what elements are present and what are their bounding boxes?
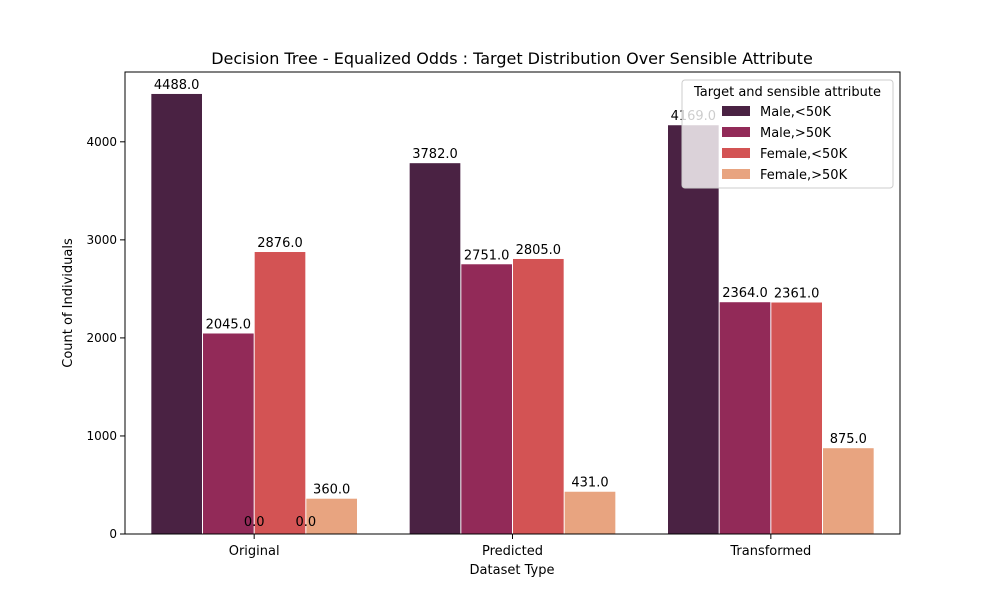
legend-swatch — [722, 127, 750, 137]
bar-value-label: 2751.0 — [464, 248, 510, 263]
bar-value-label: 2045.0 — [206, 317, 252, 332]
bar-value-label: 2364.0 — [722, 286, 768, 301]
bar-value-label: 0.0 — [295, 515, 316, 530]
bar — [151, 93, 202, 534]
legend-label: Male,>50K — [760, 126, 831, 141]
bar-value-label: 875.0 — [830, 432, 867, 447]
y-tick-label: 2000 — [86, 331, 117, 345]
legend-swatch — [722, 169, 750, 179]
bar — [461, 264, 512, 534]
bar — [823, 448, 874, 534]
bar-value-label: 3782.0 — [412, 147, 458, 162]
bar — [513, 258, 564, 534]
bar-value-label: 2876.0 — [257, 236, 303, 251]
y-tick-label: 0 — [109, 527, 117, 541]
y-tick-label: 1000 — [86, 429, 117, 443]
bar — [668, 125, 719, 535]
legend-label: Female,>50K — [760, 168, 848, 183]
x-tick-label: Original — [229, 544, 280, 559]
bar — [564, 491, 616, 534]
y-axis-label: Count of Individuals — [61, 238, 76, 368]
x-tick-label: Predicted — [482, 544, 543, 559]
plot-area: 0 1000 2000 3000 4000 4488.0 2045.0 2876.0 360.0… — [86, 78, 874, 559]
bar — [409, 163, 461, 534]
axes-frame — [124, 71, 901, 535]
legend-swatch — [722, 106, 750, 116]
bar-value-label: 2361.0 — [774, 287, 820, 302]
x-axis-label: Dataset Type — [470, 563, 555, 578]
bar — [719, 302, 771, 534]
bar — [254, 252, 306, 535]
bar-value-label: 0.0 — [244, 515, 265, 530]
legend-label: Male,<50K — [760, 105, 831, 120]
y-tick-label: 4000 — [86, 135, 117, 149]
legend: Target and sensible attribute Male,<50K Ma… — [681, 79, 894, 189]
bar-value-label: 360.0 — [313, 483, 350, 498]
chart-title: Decision Tree - Equalized Odds : Target … — [211, 49, 813, 68]
bar — [203, 333, 254, 534]
legend-label: Female,<50K — [760, 147, 848, 162]
bar — [306, 498, 357, 534]
bar-value-label: 431.0 — [571, 476, 608, 491]
legend-title: Target and sensible attribute — [693, 85, 881, 100]
legend-swatch — [722, 148, 750, 158]
x-tick-label: Transformed — [729, 544, 811, 559]
bar-value-label: 4488.0 — [154, 78, 200, 93]
y-tick-label: 3000 — [86, 233, 117, 247]
bar — [771, 302, 822, 534]
bar-value-label: 2805.0 — [516, 243, 562, 258]
